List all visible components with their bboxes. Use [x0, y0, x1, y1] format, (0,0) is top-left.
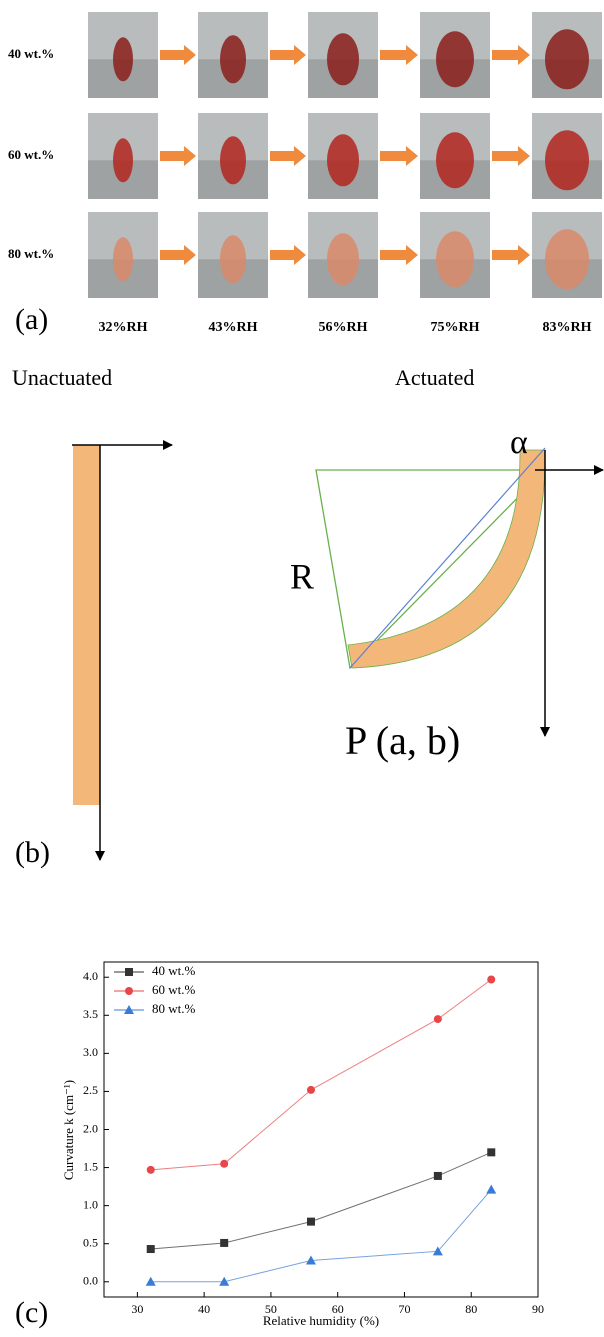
- x-tick-label: 40: [198, 1302, 210, 1316]
- x-tick-label: 50: [265, 1302, 277, 1316]
- column-label: 32%RH: [99, 320, 148, 335]
- x-tick-label: 30: [131, 1302, 143, 1316]
- marker: [125, 968, 133, 976]
- column-label: 83%RH: [543, 320, 592, 335]
- marker: [486, 1185, 496, 1194]
- series-line: [151, 1152, 492, 1249]
- figure: R α P (a, b) (b) (a) Unactuated Actuated…: [0, 0, 604, 1337]
- sample: [327, 33, 359, 85]
- y-tick-label: 1.0: [83, 1197, 98, 1211]
- marker: [147, 1166, 155, 1174]
- x-axis-label: Relative humidity (%): [263, 1313, 379, 1328]
- sample: [436, 31, 474, 87]
- marker: [147, 1245, 155, 1253]
- radius-label: R: [290, 556, 314, 596]
- panel-label: (a): [15, 303, 48, 336]
- panel-label: (b): [15, 836, 50, 869]
- arrow: [492, 245, 530, 265]
- caption: Actuated: [395, 365, 474, 390]
- arrow: [380, 45, 418, 65]
- sample: [436, 231, 474, 287]
- legend-label: 60 wt.%: [152, 982, 196, 997]
- column-label: 43%RH: [209, 320, 258, 335]
- y-tick-label: 0.5: [83, 1235, 98, 1249]
- x-tick-label: 80: [465, 1302, 477, 1316]
- marker: [220, 1239, 228, 1247]
- row-label: 40 wt.%: [8, 46, 54, 61]
- y-axis-label: Curvature k (cm⁻¹): [61, 1080, 76, 1180]
- column-label: 56%RH: [319, 320, 368, 335]
- arrow: [160, 45, 196, 65]
- column-label: 75%RH: [431, 320, 480, 335]
- y-tick-label: 0.0: [83, 1274, 98, 1288]
- marker: [487, 1148, 495, 1156]
- sample: [220, 35, 246, 83]
- marker: [307, 1218, 315, 1226]
- arrow: [380, 245, 418, 265]
- arrow: [160, 245, 196, 265]
- arrow: [492, 146, 530, 166]
- arrow: [270, 146, 306, 166]
- sample: [545, 29, 589, 89]
- x-tick-label: 70: [398, 1302, 410, 1316]
- sample: [113, 138, 133, 182]
- row-label: 80 wt.%: [8, 246, 54, 261]
- sample: [220, 136, 246, 184]
- arrow: [380, 146, 418, 166]
- marker: [434, 1172, 442, 1180]
- marker: [220, 1160, 228, 1168]
- arrow: [492, 45, 530, 65]
- y-tick-label: 2.0: [83, 1121, 98, 1135]
- marker: [307, 1086, 315, 1094]
- arrow: [270, 45, 306, 65]
- arrow: [270, 245, 306, 265]
- series-line: [151, 980, 492, 1170]
- sample: [545, 130, 589, 190]
- point-label: P (a, b): [345, 718, 460, 763]
- y-tick-label: 4.0: [83, 969, 98, 983]
- legend-label: 80 wt.%: [152, 1001, 196, 1016]
- y-tick-label: 3.0: [83, 1045, 98, 1059]
- y-tick-label: 3.5: [83, 1007, 98, 1021]
- marker: [125, 987, 133, 995]
- x-tick-label: 60: [332, 1302, 344, 1316]
- sample: [220, 235, 246, 283]
- y-tick-label: 2.5: [83, 1083, 98, 1097]
- row-label: 60 wt.%: [8, 147, 54, 162]
- x-tick-label: 90: [532, 1302, 544, 1316]
- caption: Unactuated: [12, 365, 112, 390]
- sample: [113, 237, 133, 281]
- sample: [113, 37, 133, 81]
- angle-label: α: [510, 424, 528, 461]
- arrow: [160, 146, 196, 166]
- page: {"panel_a": {"label": "(a)", "rows": ["4…: [0, 0, 604, 1337]
- series-line: [151, 1190, 492, 1282]
- sample: [327, 134, 359, 186]
- y-tick-label: 1.5: [83, 1159, 98, 1173]
- sample: [545, 229, 589, 289]
- unactuated-strip: [73, 445, 100, 805]
- panel-b-diagram: R α P (a, b) (b): [15, 424, 603, 869]
- sample: [327, 233, 359, 285]
- legend-label: 40 wt.%: [152, 963, 196, 978]
- panel-label: (c): [15, 1296, 48, 1329]
- marker: [434, 1015, 442, 1023]
- marker: [487, 976, 495, 984]
- sample: [436, 132, 474, 188]
